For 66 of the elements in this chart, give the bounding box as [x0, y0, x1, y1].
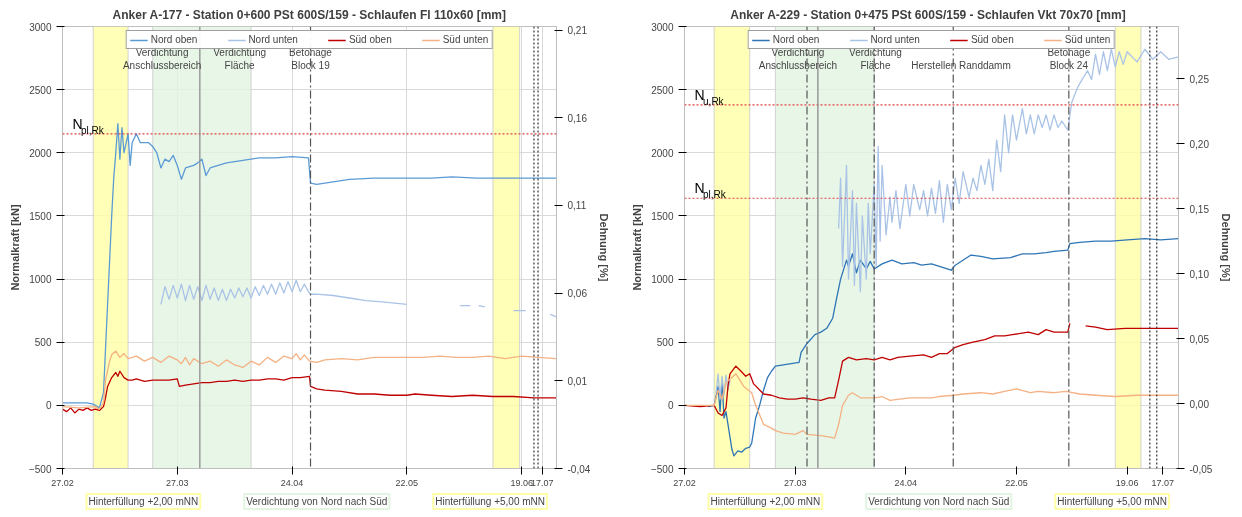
y2-tick-label: 0,16 [567, 112, 588, 124]
x-tick-label: 24.04 [280, 477, 304, 488]
ref-line-label: Herstellen Randdamm [911, 59, 1011, 71]
x-tick-label: 24.04 [894, 477, 918, 488]
y2-tick-label: 0,25 [1189, 73, 1210, 85]
y-tick-label: 3000 [651, 21, 674, 33]
y-tick-label: 2000 [651, 147, 674, 159]
y2-tick-label: -0,05 [1189, 463, 1213, 475]
y-tick-label: 1000 [29, 274, 52, 286]
band-label: Verdichtung Anschlussbereich [122, 46, 202, 71]
y2-tick-label: 0,15 [1189, 203, 1210, 215]
legend-label: Süd unten [442, 34, 489, 45]
y2-tick-label: 0,20 [1189, 138, 1210, 150]
legend-label: Süd oben [970, 34, 1014, 45]
x-tick-label: 27.03 [783, 477, 807, 488]
y-axis-title: Normalkraft [kN] [8, 204, 21, 291]
y-axis-title: Normalkraft [kN] [630, 204, 643, 291]
ref-line-label: Verdichtung Fläche [849, 46, 902, 71]
y-tick-label: 0 [667, 400, 674, 412]
y-tick-label: 0 [45, 400, 52, 412]
y-tick-label: 1000 [651, 274, 674, 286]
y-tick-label: 2000 [29, 147, 52, 159]
x-tick-label: 22.05 [1005, 477, 1028, 488]
x-tick-label: 27.02 [51, 477, 74, 488]
ref-line-label: Betonage Block 19 [289, 46, 333, 71]
y-tick-label: 3000 [29, 21, 52, 33]
y-tick-label: 1500 [29, 210, 52, 222]
legend-label: Nord unten [870, 34, 920, 45]
y-tick-label: −500 [650, 463, 674, 475]
y-tick-label: 2500 [29, 84, 52, 96]
y2-tick-label: 0,01 [567, 375, 588, 387]
y-tick-label: 2500 [651, 84, 674, 96]
y2-axis-title: Dehnung [%] [598, 213, 611, 282]
x-tick-label: 19.06 [1115, 477, 1139, 488]
legend-label: Süd unten [1064, 34, 1111, 45]
y2-tick-label: -0,04 [567, 463, 591, 475]
y-tick-label: 500 [656, 337, 674, 349]
x-tick-label: 27.03 [166, 477, 189, 488]
y2-tick-label: 0,06 [567, 288, 588, 300]
y2-tick-label: 0,10 [1189, 268, 1210, 280]
y-tick-label: 500 [34, 337, 52, 349]
legend-label: Nord unten [248, 34, 298, 45]
y2-tick-label: 0,21 [567, 25, 588, 37]
y-tick-label: 1500 [651, 210, 674, 222]
chart-title: Anker A-177 - Station 0+600 PSt 600S/159 - Schlaufen Fl 110x60 [mm] [112, 7, 506, 22]
x-tick-label: 17.07 [1151, 477, 1174, 488]
chart-title: Anker A-229 - Station 0+475 PSt 600S/159 - Schlaufen Vkt 70x70 [mm] [730, 7, 1126, 22]
x-tick-label: 22.05 [395, 477, 419, 488]
text: Verdichtung von Nord nach Süd [246, 496, 388, 507]
text: Hinterfüllung +5,00 mNN [435, 496, 546, 507]
text: Hinterfüllung +5,00 mNN [1057, 496, 1168, 507]
band-label: Verdichtung Fläche [213, 46, 267, 71]
legend-label: Nord oben [150, 34, 198, 45]
y2-tick-label: 0,11 [567, 200, 587, 212]
y-tick-label: −500 [28, 463, 52, 475]
text: Hinterfüllung +2,00 mNN [710, 496, 821, 507]
text: Hinterfüllung +2,00 mNN [88, 496, 199, 507]
y2-axis-title: Dehnung [%] [1220, 213, 1233, 282]
legend-label: Süd oben [348, 34, 392, 45]
ref-line-label: Verdichtung Anschlussbereich [758, 46, 838, 71]
y2-tick-label: 0,00 [1189, 398, 1210, 410]
legend-label: Nord oben [772, 34, 820, 45]
ref-line-label: Betonage Block 24 [1047, 46, 1091, 71]
text: Verdichtung von Nord nach Süd [868, 496, 1010, 507]
x-tick-label: 27.02 [673, 477, 696, 488]
y2-tick-label: 0,05 [1189, 333, 1210, 345]
